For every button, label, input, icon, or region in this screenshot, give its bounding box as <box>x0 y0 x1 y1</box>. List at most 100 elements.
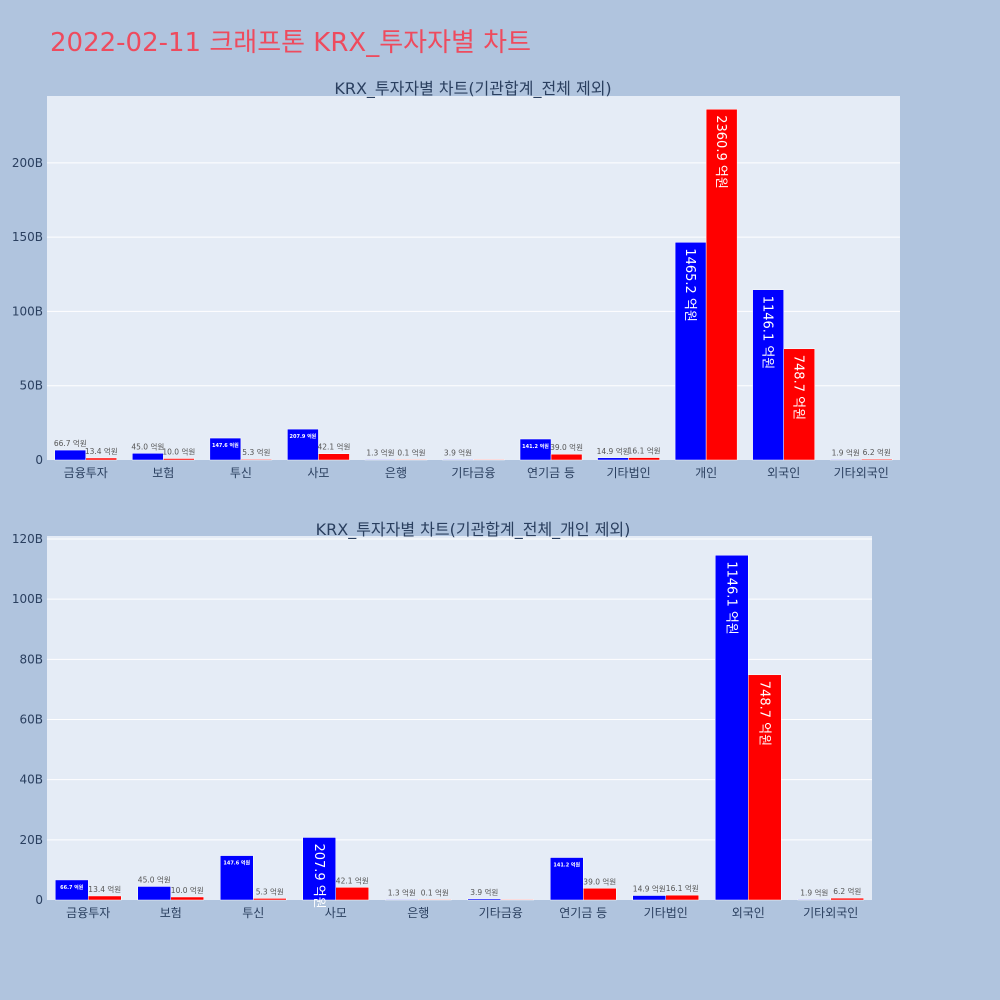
chart-panel-individual-excluded: 0 20B 40B 60B 80B 100B 120B KRX_투자자별 차트(기관합계_전체… <box>12 520 872 920</box>
bar-value-label: 1146.1 억원 <box>723 561 738 635</box>
buy-bar <box>632 895 666 901</box>
buy-bar <box>797 899 831 901</box>
chart-title: KRX_투자자별 차트(기관합계_전체 제외) <box>334 79 611 99</box>
x-tick-label: 보험 <box>152 466 174 480</box>
bar-value-label: 14.9 억원 <box>633 885 666 894</box>
y-tick-label: 0 <box>35 453 43 467</box>
bar-value-label: 147.6 억원 <box>223 860 250 867</box>
x-tick-label: 외국인 <box>767 466 800 480</box>
buy-bar <box>385 899 419 901</box>
x-tick-label: 기타금융 <box>479 906 523 920</box>
buy-bar <box>674 242 707 461</box>
sell-bar <box>830 897 864 901</box>
buy-bar <box>137 886 171 901</box>
x-tick-label: 외국인 <box>732 906 765 920</box>
sell-bar <box>240 458 273 461</box>
bar-value-label: 39.0 억원 <box>550 443 583 452</box>
buy-bar <box>364 459 397 461</box>
buy-bar <box>752 289 784 461</box>
sell-bar <box>395 459 428 461</box>
x-tick-label: 사모 <box>325 906 347 920</box>
x-tick-label: 투신 <box>230 466 252 480</box>
buy-bar <box>829 459 862 461</box>
bar-value-label: 3.9 억원 <box>470 888 498 897</box>
y-tick-label: 80B <box>19 652 43 666</box>
bar-value-label: 10.0 억원 <box>162 448 195 457</box>
bar-value-label: 6.2 억원 <box>833 887 861 896</box>
bar-value-label: 13.4 억원 <box>85 447 118 456</box>
sell-bar <box>473 459 505 461</box>
sell-bar <box>335 887 369 901</box>
x-tick-label: 기타외국인 <box>834 466 889 480</box>
bar-value-label: 13.4 억원 <box>88 885 121 894</box>
x-tick-label: 은행 <box>385 465 407 480</box>
x-tick-label: 은행 <box>407 905 429 920</box>
sell-bar <box>253 898 287 901</box>
x-tick-label: 기타금융 <box>451 466 495 480</box>
y-tick-label: 100B <box>12 304 43 318</box>
buy-bar <box>442 459 474 461</box>
y-tick-label: 100B <box>12 592 43 606</box>
bar-value-label: 1465.2 억원 <box>682 248 697 322</box>
bar-value-label: 147.6 억원 <box>212 442 239 449</box>
chart-title: KRX_투자자별 차트(기관합계_전체_개인 제외) <box>316 520 631 540</box>
bar-value-label: 1.3 억원 <box>366 448 394 457</box>
sell-bar <box>665 894 699 901</box>
bar-value-label: 66.7 억원 <box>54 439 87 448</box>
bar-value-label: 2360.9 억원 <box>713 115 728 189</box>
sell-bar <box>860 458 893 461</box>
buy-bar <box>287 428 319 461</box>
x-tick-label: 연기금 등 <box>559 906 607 920</box>
x-tick-label: 투신 <box>242 906 264 920</box>
buy-bar <box>467 898 501 901</box>
bar-value-label: 16.1 억원 <box>628 447 661 456</box>
x-tick-label: 개인 <box>695 466 717 480</box>
sell-bar <box>500 899 534 901</box>
buy-bar <box>597 457 629 461</box>
y-tick-label: 0 <box>35 893 43 907</box>
bar-value-label: 1.3 억원 <box>388 888 416 897</box>
buy-bar <box>302 837 336 901</box>
x-tick-label: 기타법인 <box>607 466 651 480</box>
x-tick-label: 사모 <box>307 466 329 480</box>
sell-bar <box>163 458 195 461</box>
bar-value-label: 3.9 억원 <box>444 448 472 457</box>
bar-value-label: 1.9 억원 <box>800 888 828 897</box>
sell-bar <box>748 674 782 901</box>
bar-value-label: 141.2 억원 <box>522 443 549 450</box>
sell-bar <box>783 348 815 461</box>
bar-value-label: 748.7 억원 <box>756 681 771 746</box>
buy-bar <box>550 857 584 901</box>
sell-bar <box>170 896 204 901</box>
sell-bar <box>318 453 350 461</box>
y-tick-label: 150B <box>12 230 43 244</box>
bar-value-label: 66.7 억원 <box>60 884 84 891</box>
sell-bar <box>85 457 118 461</box>
bar-value-label: 207.9 억원 <box>311 843 326 908</box>
bar-value-label: 0.1 억원 <box>421 888 449 897</box>
x-tick-label: 금융투자 <box>66 906 110 920</box>
bar-value-label: 207.9 억원 <box>290 433 317 440</box>
y-tick-label: 50B <box>19 379 43 393</box>
buy-bar <box>132 453 164 461</box>
bar-value-label: 748.7 억원 <box>791 355 806 420</box>
bar-value-label: 16.1 억원 <box>666 884 699 893</box>
y-tick-label: 200B <box>12 156 43 170</box>
bar-value-label: 42.1 억원 <box>317 443 350 452</box>
sell-bar <box>583 888 617 901</box>
bar-value-label: 45.0 억원 <box>138 875 171 884</box>
bar-value-label: 45.0 억원 <box>131 442 164 451</box>
bar-value-label: 42.1 억원 <box>336 876 369 885</box>
buy-bar <box>220 855 254 901</box>
bar-value-label: 39.0 억원 <box>583 877 616 886</box>
bar-value-label: 0.1 억원 <box>397 448 425 457</box>
sell-bar <box>705 108 738 461</box>
y-tick-label: 60B <box>19 713 43 727</box>
page-title: 2022-02-11 크래프톤 KRX_투자자별 차트 <box>50 28 532 58</box>
bar-value-label: 1146.1 억원 <box>760 296 775 370</box>
bar-value-label: 1.9 억원 <box>832 448 860 457</box>
buy-bar <box>209 437 242 461</box>
bar-value-label: 14.9 억원 <box>597 447 630 456</box>
x-tick-label: 기타법인 <box>644 906 688 920</box>
